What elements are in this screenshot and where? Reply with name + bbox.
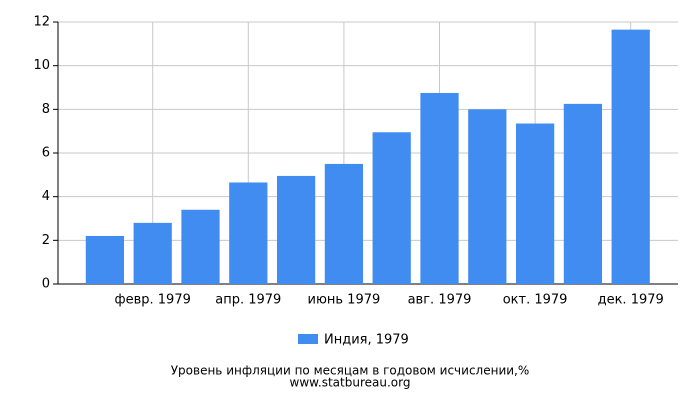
bar (611, 29, 650, 285)
y-tick-label: 6 (42, 146, 50, 161)
x-axis-title: Уровень инфляции по месяцам в годовом ис… (171, 364, 530, 378)
source: www.statbureau.org (290, 376, 411, 390)
bar (85, 235, 125, 284)
bar (515, 123, 555, 285)
bar (324, 163, 364, 284)
bar (563, 103, 603, 284)
bar (468, 109, 507, 284)
bar (420, 92, 459, 284)
y-tick-label: 10 (33, 58, 50, 73)
y-tick-label: 2 (42, 233, 50, 248)
legend-label: Индия, 1979 (324, 333, 409, 348)
legend-swatch (298, 334, 318, 344)
y-tick-label: 8 (42, 102, 50, 117)
y-tick-label: 4 (42, 189, 50, 204)
y-tick-label: 0 (42, 277, 50, 292)
bar (276, 175, 316, 284)
x-tick-label: июнь 1979 (308, 293, 381, 308)
bar (181, 209, 220, 284)
x-tick-label: окт. 1979 (503, 293, 568, 308)
x-tick-label: февр. 1979 (115, 293, 191, 308)
x-tick-label: дек. 1979 (598, 293, 664, 308)
bar (133, 222, 172, 284)
bar (229, 182, 268, 284)
bar (372, 132, 411, 284)
y-tick-label: 12 (33, 15, 50, 30)
x-tick-label: апр. 1979 (215, 293, 281, 308)
x-tick-label: авг. 1979 (408, 293, 472, 308)
